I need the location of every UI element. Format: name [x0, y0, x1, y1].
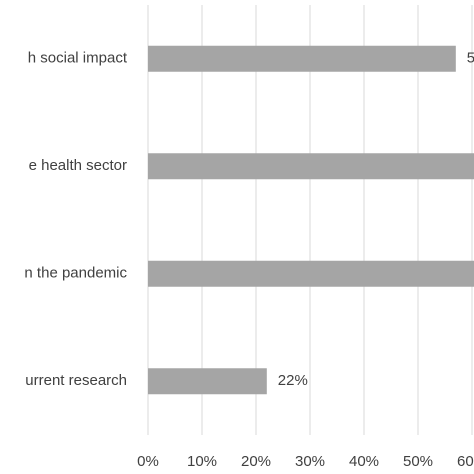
x-tick-label: 60%	[457, 453, 474, 470]
x-tick-label: 10%	[187, 453, 217, 470]
x-tick-label: 50%	[403, 453, 433, 470]
bar	[148, 260, 474, 287]
y-tick-label: e health sector	[29, 157, 127, 174]
bar	[148, 368, 267, 395]
x-tick-label: 0%	[137, 453, 159, 470]
value-label: 22%	[278, 372, 308, 389]
y-tick-label: urrent research	[25, 372, 127, 389]
bar	[148, 153, 474, 180]
value-label: 57%	[467, 50, 474, 67]
y-tick-label: h social impact	[28, 50, 128, 67]
x-tick-label: 40%	[349, 453, 379, 470]
y-tick-label: n the pandemic	[24, 265, 127, 282]
x-tick-label: 20%	[241, 453, 271, 470]
bar	[148, 45, 456, 72]
x-tick-label: 30%	[295, 453, 325, 470]
